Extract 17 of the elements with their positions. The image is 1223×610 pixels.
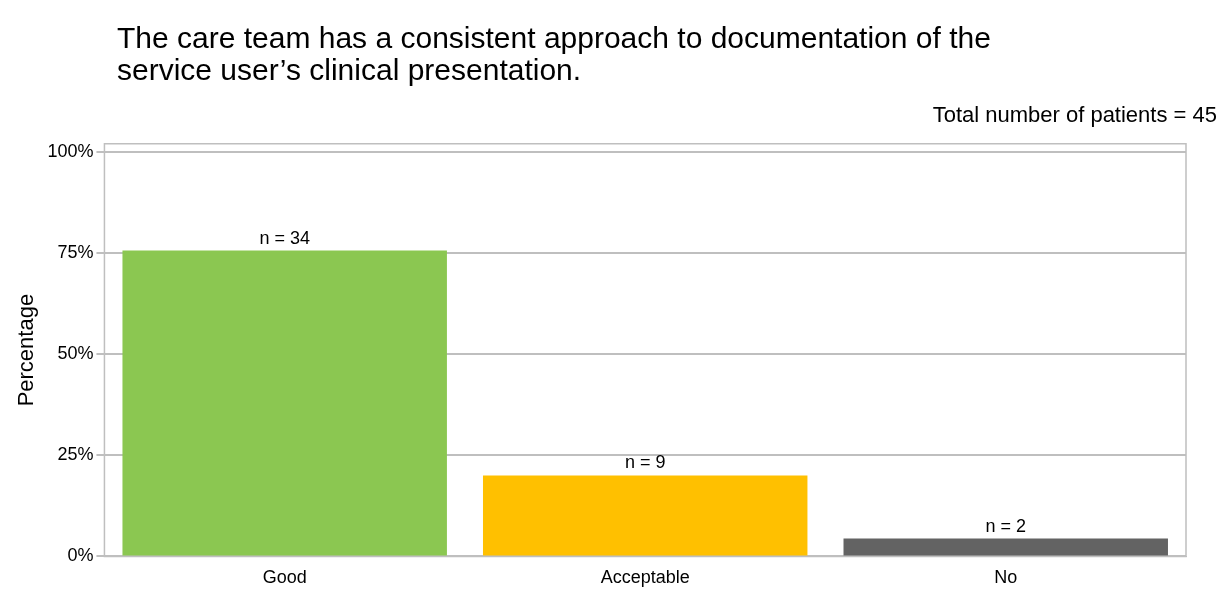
annotation: n = 34 xyxy=(259,227,310,248)
x-tick-label: Acceptable xyxy=(600,567,690,588)
bar xyxy=(122,250,447,556)
bar xyxy=(482,475,808,556)
y-axis-title: Percentage xyxy=(13,293,39,407)
y-tick-label: 0% xyxy=(67,545,94,566)
chart-subtitle: Total number of patients = 45 xyxy=(932,102,1217,128)
annotation: n = 9 xyxy=(624,452,666,473)
x-tick-label: No xyxy=(994,567,1018,588)
y-tick-label: 75% xyxy=(57,241,94,262)
annotation: n = 2 xyxy=(985,515,1027,536)
y-tick-label: 25% xyxy=(57,444,94,465)
chart-title: The care team has a consistent approach to documentation of the service user’s clinical presentation. xyxy=(117,21,992,86)
x-tick-label: Good xyxy=(262,567,307,588)
bar xyxy=(843,538,1168,556)
y-tick-label: 100% xyxy=(47,140,94,161)
y-tick-label: 50% xyxy=(57,343,94,364)
